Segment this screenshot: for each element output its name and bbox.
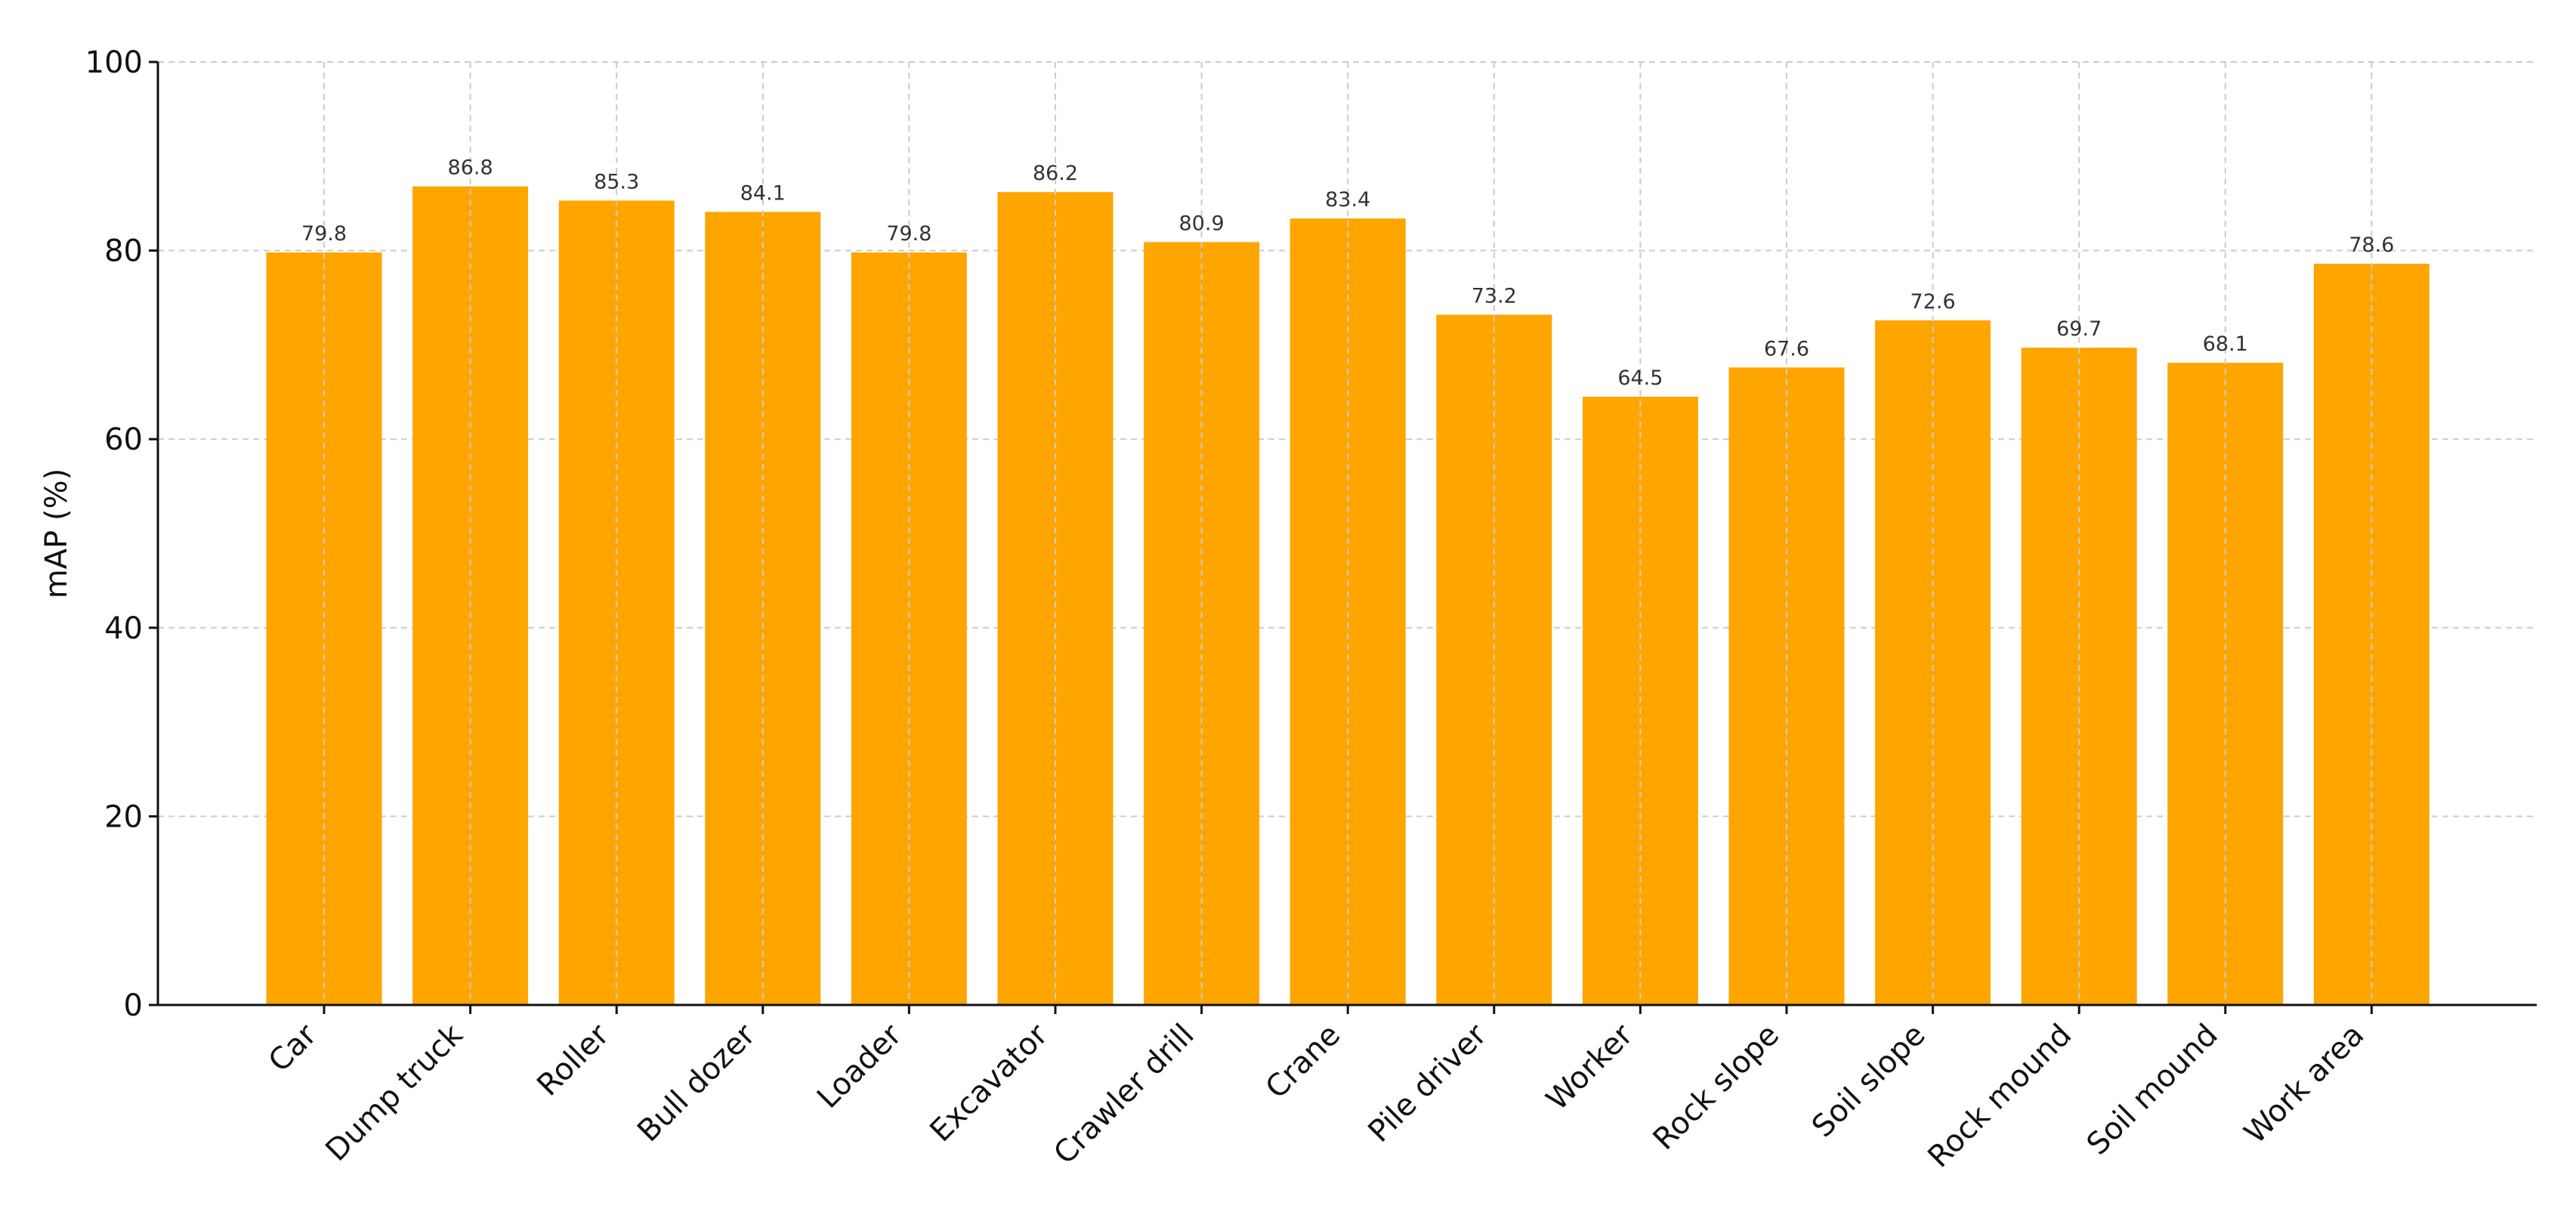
data-label: 79.8 <box>301 222 347 246</box>
data-label: 73.2 <box>1472 284 1517 308</box>
x-tick-label: Worker <box>1540 1017 1640 1118</box>
x-tick-label: Soil slope <box>1805 1018 1932 1145</box>
data-label: 64.5 <box>1617 366 1663 390</box>
bar <box>1290 218 1406 1006</box>
y-tick-label: 100 <box>85 45 143 80</box>
x-tick-label: Crane <box>1259 1018 1348 1106</box>
x-tick-label: Roller <box>530 1017 616 1102</box>
x-tick-label: Work area <box>2238 1018 2371 1151</box>
y-tick-label: 80 <box>104 234 143 269</box>
bar <box>705 212 821 1005</box>
x-tick-label: Soil mound <box>2080 1018 2225 1162</box>
x-tick-label: Dump truck <box>319 1017 470 1168</box>
data-label: 68.1 <box>2203 332 2248 356</box>
y-tick-label: 0 <box>124 988 143 1023</box>
data-label: 78.6 <box>2349 233 2394 257</box>
data-label: 69.7 <box>2056 317 2102 341</box>
data-label-layer: 79.8 86.8 85.3 84.1 79.8 86.2 80.9 83.4 73.2 64.5… <box>301 156 2395 390</box>
x-tick-label: Loader <box>811 1017 909 1115</box>
data-label: 80.9 <box>1179 212 1225 235</box>
data-label: 67.6 <box>1764 337 1809 360</box>
bar <box>997 192 1113 1005</box>
x-tick-label: Excavator <box>923 1017 1055 1149</box>
data-label: 86.2 <box>1033 162 1078 185</box>
y-tick-layer: 0 20 40 60 80 100 <box>85 45 158 1023</box>
x-tick-label: Bull dozer <box>631 1017 762 1149</box>
y-tick-label: 40 <box>104 611 143 646</box>
data-label: 72.6 <box>1910 290 1956 314</box>
y-tick-label: 20 <box>104 799 143 834</box>
x-tick-label: Car <box>262 1017 324 1079</box>
y-axis-title: mAP (%) <box>39 468 74 598</box>
x-tick-label: Pile driver <box>1362 1017 1494 1149</box>
x-tick-label: Crawler drill <box>1047 1018 1200 1171</box>
x-tick-label: Rock slope <box>1647 1018 1786 1157</box>
data-label: 79.8 <box>886 222 931 246</box>
vertical-grid-layer <box>323 62 2373 1005</box>
data-label: 84.1 <box>740 181 786 205</box>
data-label: 86.8 <box>448 156 493 180</box>
data-label: 83.4 <box>1325 188 1370 212</box>
data-label: 85.3 <box>594 170 639 193</box>
y-tick-label: 60 <box>104 422 143 457</box>
x-tick-label: Rock mound <box>1921 1018 2078 1175</box>
